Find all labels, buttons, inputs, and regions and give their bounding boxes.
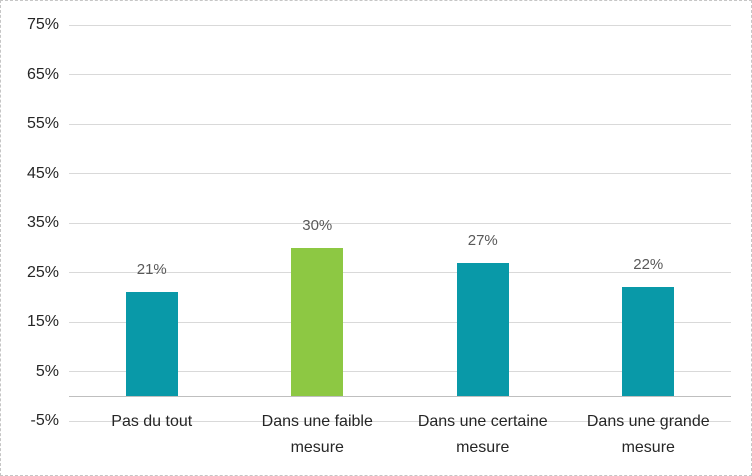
bar-data-label: 21%: [136, 261, 167, 279]
bar: [291, 247, 344, 397]
gridline: [69, 371, 731, 372]
x-axis-category-label: Dans une grande mesure: [586, 413, 710, 456]
y-axis-tick-label: 45%: [26, 164, 59, 182]
gridline: [69, 321, 731, 323]
y-axis-tick-label: 35%: [26, 214, 59, 231]
bar-data-label: 30%: [302, 216, 333, 234]
gridline: [69, 74, 731, 75]
x-axis-category-label: Pas du tout: [111, 413, 193, 430]
y-axis-tick-label: 65%: [26, 65, 59, 83]
y-axis-tick-label: 55%: [26, 115, 59, 132]
y-axis-tick-label: 25%: [26, 263, 59, 281]
gridline: [69, 420, 731, 422]
x-axis-category-label: Dans une faible mesure: [261, 413, 373, 456]
y-axis-tick-label: -5%: [30, 412, 59, 429]
bar: [125, 292, 178, 397]
gridline: [69, 272, 731, 273]
y-axis-tick-label: 15%: [26, 313, 59, 330]
gridline: [69, 24, 731, 26]
bar: [456, 262, 509, 397]
y-axis-tick-label: 5%: [35, 362, 59, 380]
gridline: [69, 123, 731, 125]
bar-data-label: 27%: [467, 231, 498, 249]
gridline: [69, 222, 731, 224]
y-axis-tick-label: 75%: [26, 16, 59, 33]
bar: [622, 287, 675, 397]
x-axis-category-label: Dans une certaine mesure: [417, 413, 548, 456]
bar-data-label: 22%: [633, 256, 664, 274]
gridline: [69, 173, 731, 174]
x-axis-line: [69, 395, 731, 397]
